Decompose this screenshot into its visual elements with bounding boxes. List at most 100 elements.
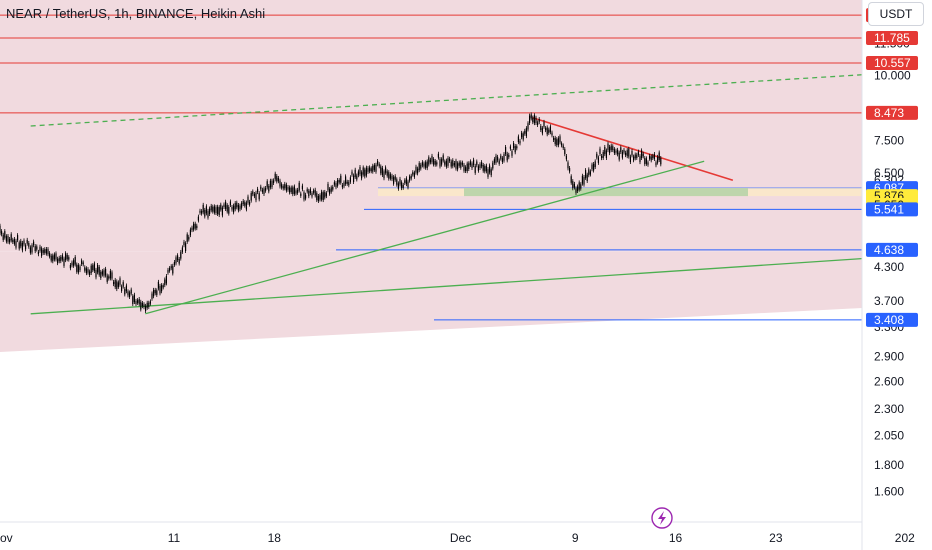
price-tag-5.541 <box>866 202 918 217</box>
candle-body <box>535 117 537 124</box>
candle-body <box>0 225 1 234</box>
price-tick-label: 7.500 <box>874 134 904 148</box>
candle-body <box>319 195 321 200</box>
price-tag-label-8.473: 8.473 <box>874 106 904 120</box>
candle-body <box>241 203 243 208</box>
time-tick-label: 18 <box>268 531 282 545</box>
price-tag-3.408 <box>866 312 918 327</box>
candle-body <box>649 155 651 159</box>
candle-body <box>145 305 147 312</box>
price-tick-label: 3.700 <box>874 294 904 308</box>
candle-body <box>183 241 185 246</box>
candle-body <box>41 248 43 256</box>
candle-body <box>45 249 47 254</box>
time-tick-label: Dec <box>450 531 471 545</box>
candle-body <box>385 167 387 173</box>
candle-body <box>601 156 603 159</box>
candle-body <box>138 299 140 305</box>
candle-body <box>647 162 649 165</box>
candle-body <box>516 146 518 149</box>
candle-body <box>69 264 71 269</box>
candle-body <box>332 186 334 190</box>
candle-body <box>413 172 415 177</box>
candle-body <box>77 265 79 273</box>
candle-body <box>273 180 275 183</box>
candle-body <box>461 162 463 165</box>
candle-body <box>492 162 494 169</box>
price-tag-10.557 <box>866 55 918 70</box>
candle-body <box>361 172 363 179</box>
candle-body <box>321 191 323 200</box>
candle-body <box>562 145 564 148</box>
candle-body <box>103 270 105 276</box>
candle-body <box>285 184 287 191</box>
candle-body <box>156 290 158 295</box>
candle-body <box>349 177 351 182</box>
candle-body <box>202 204 204 213</box>
candle-body <box>597 157 599 163</box>
candle-body <box>452 160 454 167</box>
candle-body <box>313 190 315 193</box>
candle-body <box>565 156 567 160</box>
candle-body <box>151 293 153 299</box>
candle-body <box>98 266 100 275</box>
candle-body <box>631 150 633 156</box>
candle-body <box>119 278 121 285</box>
candle-body <box>58 257 60 262</box>
candle-body <box>639 156 641 163</box>
candle-body <box>532 117 534 123</box>
trendline-ascending-support <box>145 160 705 315</box>
candle-body <box>298 182 300 191</box>
candle-body <box>167 269 169 273</box>
candle-body <box>308 190 310 197</box>
candle-body <box>365 167 367 176</box>
candle-body <box>233 205 235 213</box>
candle-body <box>66 254 68 260</box>
candle-body <box>87 269 89 273</box>
currency-button[interactable]: USDT <box>868 2 924 26</box>
candle-body <box>255 192 257 201</box>
candle-body <box>141 302 143 307</box>
candle-body <box>5 236 7 242</box>
candle-body <box>644 158 646 165</box>
candle-body <box>596 153 598 158</box>
candle-body <box>245 202 247 210</box>
candle-body <box>172 265 174 274</box>
candle-body <box>412 172 414 175</box>
candle-body <box>111 272 113 279</box>
candle-body <box>127 291 129 296</box>
candle-body <box>551 132 553 136</box>
candle-body <box>84 267 86 271</box>
candle-body <box>423 163 425 167</box>
candle-body <box>410 175 412 179</box>
candle-body <box>28 242 30 247</box>
candle-body <box>292 187 294 195</box>
candle-body <box>364 169 366 177</box>
candle-body <box>159 285 161 294</box>
candle-body <box>455 160 457 169</box>
candle-body <box>615 150 617 153</box>
price-tick-label: 10.000 <box>874 68 911 82</box>
candle-body <box>133 294 135 303</box>
candle-body <box>97 265 99 273</box>
candle-body <box>100 271 102 278</box>
candle-body <box>1 231 3 235</box>
candle-body <box>426 161 428 169</box>
candle-body <box>161 285 163 292</box>
candle-body <box>569 168 571 172</box>
candle-body <box>101 271 103 275</box>
candle-body <box>316 193 318 201</box>
candle-body <box>386 171 388 176</box>
candle-body <box>205 206 207 214</box>
candle-body <box>276 176 278 182</box>
candle-body <box>351 171 353 175</box>
candle-body <box>538 119 540 123</box>
candle-body <box>613 149 615 154</box>
candle-body <box>581 175 583 184</box>
demand-zone <box>464 188 748 197</box>
candle-body <box>57 258 59 264</box>
candle-body <box>436 162 438 165</box>
candle-body <box>25 245 27 250</box>
